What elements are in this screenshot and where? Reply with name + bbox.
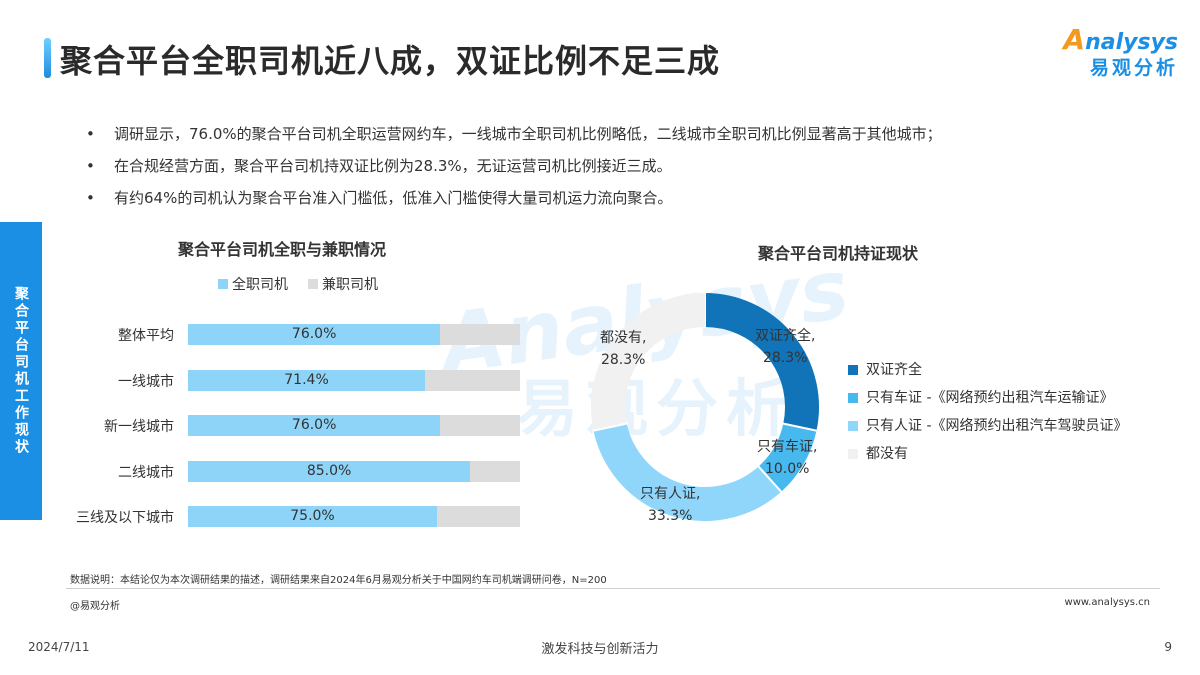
slice-name: 都没有, (600, 330, 647, 346)
bullet-item: 调研显示，76.0%的聚合平台司机全职运营网约车，一线城市全职司机比例略低，二线… (86, 118, 1146, 150)
category-label: 二线城市 (118, 464, 174, 481)
legend-label: 只有车证 -《网络预约出租汽车运输证》 (866, 390, 1114, 406)
bar-chart: 整体平均 76.0% 一线城市 71.4% 新一线城市 76.0% 二线城市 85.0% 三线及… (0, 0, 560, 560)
donut-slice-label: 都没有, 28.3% (600, 327, 646, 371)
website-link[interactable]: www.analysys.cn (1064, 597, 1150, 608)
bar-value-label: 76.0% (291, 326, 337, 342)
donut-slice-separator (592, 422, 628, 432)
bullet-item: 有约64%的司机认为聚合平台准入门槛低，低准入门槛使得大量司机运力流向聚合。 (86, 182, 1146, 214)
bar-chart-legend: 全职司机 兼职司机 (218, 274, 378, 294)
slice-value: 10.0% (764, 461, 810, 477)
bar-part-time (470, 460, 520, 482)
donut-chart-title: 聚合平台司机持证现状 (758, 244, 919, 263)
slice-value: 28.3% (762, 350, 808, 366)
legend-label: 全职司机 (232, 277, 288, 293)
legend-item-part-time: 兼职司机 (308, 274, 378, 294)
summary-bullets: 调研显示，76.0%的聚合平台司机全职运营网约车，一线城市全职司机比例略低，二线… (86, 118, 1146, 214)
legend-label: 都没有 (866, 446, 908, 462)
category-label: 一线城市 (118, 373, 174, 390)
legend-item: 双证齐全 (848, 356, 1128, 384)
legend-label: 双证齐全 (866, 362, 922, 378)
bar-part-time (440, 415, 520, 436)
footer-slogan: 激发科技与创新活力 (541, 642, 659, 657)
bar-full-time (188, 324, 441, 345)
legend-swatch (848, 449, 858, 459)
donut-slice-label: 只有人证, 33.3% (640, 483, 700, 527)
legend-item: 只有车证 -《网络预约出租汽车运输证》 (848, 384, 1128, 412)
donut-slice-label: 只有车证, 10.0% (757, 436, 817, 480)
title-accent-bar (44, 38, 51, 78)
slice-name: 双证齐全, (755, 328, 816, 344)
bar-part-time (440, 324, 520, 345)
source-credit: @易观分析 (70, 601, 120, 612)
category-label: 新一线城市 (104, 419, 174, 435)
logo-chinese: 易观分析 (1089, 57, 1178, 79)
bar-full-time (188, 369, 426, 391)
legend-label: 兼职司机 (322, 277, 378, 293)
logo-wordmark: nalysys (1085, 30, 1178, 55)
slice-value: 33.3% (647, 508, 693, 524)
section-side-tab-label: 聚合平台司机工作现状 (13, 286, 29, 456)
slice-name: 只有人证, (640, 486, 701, 502)
legend-swatch (308, 279, 318, 289)
donut-slice-label: 双证齐全, 28.3% (755, 325, 815, 369)
legend-swatch (218, 279, 228, 289)
bar-value-label: 85.0% (306, 462, 352, 479)
category-label: 三线及以下城市 (76, 510, 174, 526)
donut-slice-separator (782, 422, 818, 432)
donut-legend: 双证齐全只有车证 -《网络预约出租汽车运输证》 只有人证 -《网络预约出租汽车驾驶… (848, 356, 1128, 468)
bar-chart-title: 聚合平台司机全职与兼职情况 (178, 240, 387, 259)
bar-part-time (437, 506, 520, 527)
bullet-item: 在合规经营方面，聚合平台司机持双证比例为28.3%，无证运营司机比例接近三成。 (86, 150, 1146, 182)
legend-item: 只有人证 -《网络预约出租汽车驾驶员证》 (848, 412, 1128, 440)
footer-divider (66, 588, 1160, 589)
donut-slice-none (591, 293, 706, 431)
legend-item: 都没有 (848, 440, 1128, 468)
legend-swatch (848, 421, 858, 431)
donut-slice-separator (757, 465, 783, 494)
donut-chart (591, 292, 819, 521)
bar-full-time (188, 415, 441, 436)
slice-value: 28.3% (600, 352, 646, 368)
donut-slice-dual-cert (704, 293, 819, 431)
donut-slice-driver-cert (593, 423, 782, 521)
category-label: 整体平均 (118, 328, 174, 344)
data-note: 数据说明：本结论仅为本次调研结果的描述，调研结果来自2024年6月易观分析关于中… (70, 575, 607, 586)
legend-swatch (848, 365, 858, 375)
legend-item-full-time: 全职司机 (218, 274, 288, 294)
legend-swatch (848, 393, 858, 403)
analysys-logo: Analysys 易观分析 (1063, 26, 1178, 81)
footer-date: 2024/7/11 (28, 640, 90, 654)
bar-part-time (425, 369, 520, 391)
bar-value-label: 71.4% (284, 371, 329, 388)
donut-slice-car-cert (758, 423, 817, 492)
bar-value-label: 75.0% (290, 508, 335, 524)
page-title: 聚合平台全职司机近八成，双证比例不足三成 (60, 42, 721, 80)
bar-value-label: 76.0% (291, 417, 337, 433)
logo-letter-a: A (1063, 23, 1086, 56)
slice-name: 只有车证, (757, 439, 818, 455)
bar-full-time (188, 506, 437, 527)
bar-full-time (188, 460, 471, 482)
legend-label: 只有人证 -《网络预约出租汽车驾驶员证》 (866, 418, 1128, 434)
section-side-tab: 聚合平台司机工作现状 (0, 222, 42, 520)
page-number: 9 (1164, 640, 1172, 654)
